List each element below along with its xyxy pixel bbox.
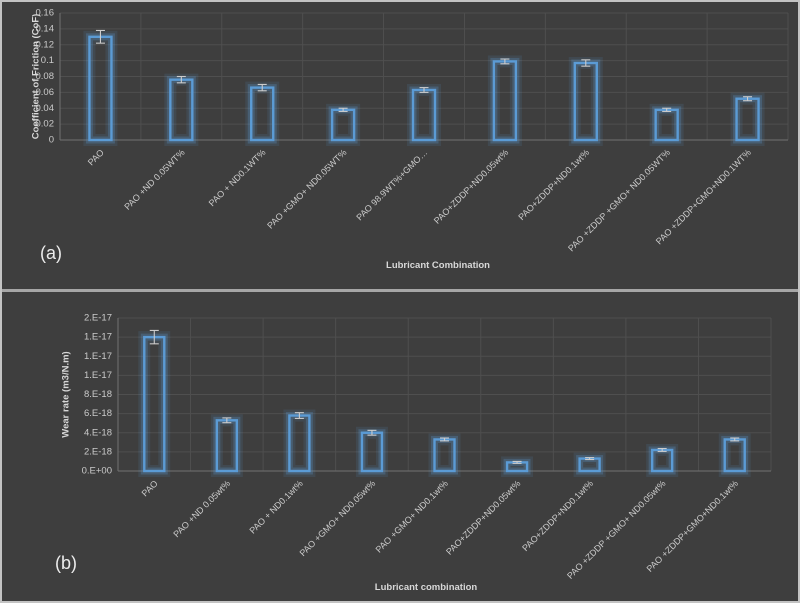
y-tick-label: 4.E-18 (84, 427, 112, 438)
bar-glow (285, 412, 313, 475)
x-category-label: PAO+ZDDP+ND0.1wt% (520, 478, 595, 553)
x-category-label: PAO (140, 478, 160, 498)
y-tick-label: 6.E-18 (84, 408, 112, 419)
y-axis-title: Wear rate (m3/N.m) (61, 351, 72, 437)
bar-glow (648, 446, 676, 475)
x-axis-title: Lubricant combination (375, 582, 478, 593)
y-tick-label: 0.E+00 (82, 466, 112, 477)
x-category-label: PAO + ND0.1WT% (207, 147, 268, 208)
x-category-label: PAO+ZDDP+ND0.1wt% (516, 147, 591, 222)
bar-glow (166, 76, 196, 144)
bar-glow (571, 59, 601, 144)
x-category-label: PAO+ZDDP+ND0.05wt% (444, 478, 522, 556)
x-category-label: PAO +ND 0.05wt% (171, 478, 232, 539)
y-tick-label: 0.16 (36, 8, 55, 19)
chart-wear: 0.E+00 2.E-18 4.E-18 6.E-18 8.E-18 1.E-17 1.E-… (61, 313, 772, 593)
y-tick-label: 1.E-17 (84, 332, 112, 343)
y-tick-label: 8.E-18 (84, 389, 112, 400)
y-tick-label: 0 (49, 135, 54, 146)
chart-cof: 0 0.02 0.04 0.06 0.08 0.1 0.12 0.14 0.16 PAO PAO +… (31, 8, 789, 271)
x-category-label: PAO +ZDDP+GMO+ND0.1WT% (654, 147, 753, 246)
y-axis-title: Coefficient of Friction (CoF) (31, 14, 42, 140)
x-category-label: PAO (86, 147, 106, 167)
bar-glow (140, 333, 168, 475)
y-tick-label: 0.08 (36, 71, 55, 82)
x-category-label: PAO +GMO+ ND0.1wt% (374, 478, 450, 554)
y-tick-label: 0.02 (36, 119, 55, 130)
y-tick-label: 0.14 (36, 23, 55, 34)
y-tick-label: 2.E-17 (84, 313, 112, 324)
y-tick-label: 0.06 (36, 87, 55, 98)
x-category-label: PAO + ND0.1wt% (247, 478, 304, 535)
x-category-label: PAO 98.9WT%+GMO… (354, 147, 429, 222)
y-tick-label: 0.1 (41, 55, 54, 66)
panel-separator (2, 289, 798, 292)
bar-glow (733, 95, 763, 144)
x-category-label: PAO +GMO+ ND0.05wt% (298, 478, 378, 558)
bar-glow (213, 416, 241, 475)
x-axis-title: Lubricant Combination (386, 260, 490, 271)
x-category-label: PAO +ND 0.05WT% (122, 147, 186, 211)
x-category-label: PAO +GMO+ ND0.05WT% (265, 147, 348, 230)
bar-glow (576, 455, 604, 475)
y-tick-label: 1.E-17 (84, 370, 112, 381)
panel-b-label: (b) (55, 553, 77, 573)
y-tick-label: 2.E-18 (84, 446, 112, 457)
y-tick-label: 0.04 (36, 103, 55, 114)
bar-glow (490, 57, 520, 144)
y-tick-label: 0.12 (36, 39, 55, 50)
x-category-label: PAO+ZDDP+ND0.05wt% (432, 147, 510, 225)
y-tick-label: 1.E-17 (84, 351, 112, 362)
bar-glow (409, 86, 439, 144)
panel-a-label: (a) (40, 243, 62, 263)
bar-glow (247, 84, 277, 144)
